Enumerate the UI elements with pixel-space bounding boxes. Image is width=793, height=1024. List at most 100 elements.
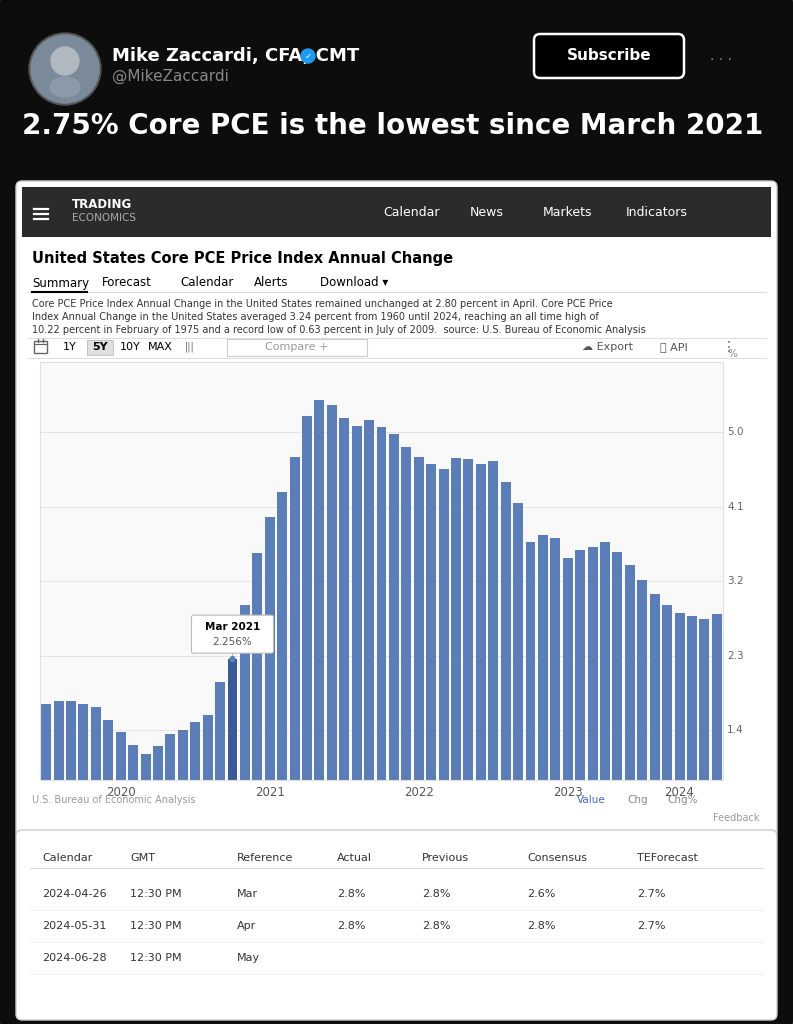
Text: 2.7%: 2.7% — [637, 889, 665, 899]
Text: 2.3: 2.3 — [727, 651, 744, 660]
Bar — [612, 552, 623, 780]
Bar — [699, 618, 710, 780]
Bar — [178, 729, 188, 780]
Bar — [203, 716, 213, 780]
Bar — [240, 604, 250, 780]
Text: Calendar: Calendar — [180, 276, 233, 290]
Text: 5Y: 5Y — [92, 342, 108, 352]
Bar — [352, 426, 362, 780]
Bar — [315, 400, 324, 780]
Text: Actual: Actual — [337, 853, 372, 863]
Text: 10.22 percent in February of 1975 and a record low of 0.63 percent in July of 20: 10.22 percent in February of 1975 and a … — [32, 325, 646, 335]
Text: U.S. Bureau of Economic Analysis: U.S. Bureau of Economic Analysis — [32, 795, 196, 805]
Bar — [712, 614, 722, 780]
Text: 3.2: 3.2 — [727, 577, 744, 587]
Bar — [166, 733, 175, 780]
Text: 2.6%: 2.6% — [527, 889, 555, 899]
Bar — [79, 703, 89, 780]
Text: 2022: 2022 — [404, 786, 434, 800]
Text: 2.7%: 2.7% — [637, 921, 665, 931]
Bar — [600, 542, 610, 780]
Text: 2.8%: 2.8% — [337, 921, 366, 931]
Circle shape — [230, 656, 235, 662]
Text: Indicators: Indicators — [626, 206, 688, 218]
Bar — [488, 462, 498, 780]
Circle shape — [31, 35, 99, 103]
Text: 2024-04-26: 2024-04-26 — [42, 889, 106, 899]
Text: 1Y: 1Y — [63, 342, 77, 352]
Bar — [550, 539, 561, 780]
Text: 2.8%: 2.8% — [422, 889, 450, 899]
Text: Value: Value — [577, 795, 606, 805]
Bar — [153, 746, 163, 780]
Text: ☁ Export: ☁ Export — [582, 342, 633, 352]
Text: 12:30 PM: 12:30 PM — [130, 953, 182, 963]
Text: @MikeZaccardi: @MikeZaccardi — [112, 69, 229, 84]
FancyBboxPatch shape — [534, 34, 684, 78]
Bar — [476, 464, 486, 780]
Bar — [563, 558, 573, 780]
Bar — [289, 457, 300, 780]
Bar — [513, 503, 523, 780]
Text: 4.1: 4.1 — [727, 502, 744, 512]
Bar — [625, 565, 635, 780]
Text: Mike Zaccardi, CFA, CMT: Mike Zaccardi, CFA, CMT — [112, 47, 359, 65]
Text: Mar: Mar — [237, 889, 259, 899]
Bar — [227, 339, 367, 356]
Bar — [103, 721, 113, 780]
Text: Download ▾: Download ▾ — [320, 276, 389, 290]
Text: Alerts: Alerts — [254, 276, 289, 290]
Bar — [54, 700, 63, 780]
Bar — [22, 187, 771, 237]
Text: TRADING: TRADING — [72, 199, 132, 212]
Ellipse shape — [50, 77, 80, 97]
Bar — [228, 659, 237, 780]
Text: TEForecast: TEForecast — [637, 853, 698, 863]
Text: 2021: 2021 — [255, 786, 285, 800]
Text: %: % — [727, 349, 737, 359]
Text: Consensus: Consensus — [527, 853, 587, 863]
Text: 2.75% Core PCE is the lowest since March 2021: 2.75% Core PCE is the lowest since March… — [22, 112, 763, 140]
Text: GMT: GMT — [130, 853, 155, 863]
Bar — [588, 547, 598, 780]
Text: 2.8%: 2.8% — [337, 889, 366, 899]
Bar — [638, 580, 647, 780]
Text: 5.0: 5.0 — [727, 427, 744, 437]
Text: Chg%: Chg% — [667, 795, 698, 805]
Text: 2024: 2024 — [665, 786, 695, 800]
Bar — [40, 362, 723, 780]
Text: . . .: . . . — [710, 49, 732, 63]
Text: ✓: ✓ — [305, 51, 312, 60]
Bar — [687, 616, 697, 780]
Text: Subscribe: Subscribe — [567, 48, 651, 63]
Bar — [190, 722, 200, 780]
FancyBboxPatch shape — [191, 615, 274, 653]
Bar — [41, 703, 52, 780]
Bar — [364, 420, 374, 780]
Text: 2.8%: 2.8% — [527, 921, 556, 931]
Text: Reference: Reference — [237, 853, 293, 863]
Bar — [439, 469, 449, 780]
Text: 2.256%: 2.256% — [213, 637, 252, 647]
Bar — [91, 708, 101, 780]
Text: Previous: Previous — [422, 853, 469, 863]
Text: Apr: Apr — [237, 921, 256, 931]
Text: Chg: Chg — [627, 795, 648, 805]
FancyBboxPatch shape — [16, 181, 777, 838]
Bar — [414, 457, 423, 780]
Text: 12:30 PM: 12:30 PM — [130, 889, 182, 899]
Bar — [463, 459, 473, 780]
Bar — [116, 732, 125, 780]
Text: Summary: Summary — [32, 276, 89, 290]
Bar — [451, 458, 461, 780]
Text: Index Annual Change in the United States averaged 3.24 percent from 1960 until 2: Index Annual Change in the United States… — [32, 312, 599, 322]
Bar — [389, 434, 399, 780]
Bar — [140, 755, 151, 780]
Circle shape — [51, 47, 79, 75]
Text: 2023: 2023 — [553, 786, 583, 800]
Text: 10Y: 10Y — [120, 342, 140, 352]
Bar — [675, 612, 684, 780]
Text: Core PCE Price Index Annual Change in the United States remained unchanged at 2.: Core PCE Price Index Annual Change in th… — [32, 299, 613, 309]
Text: 12:30 PM: 12:30 PM — [130, 921, 182, 931]
Bar — [302, 416, 312, 780]
